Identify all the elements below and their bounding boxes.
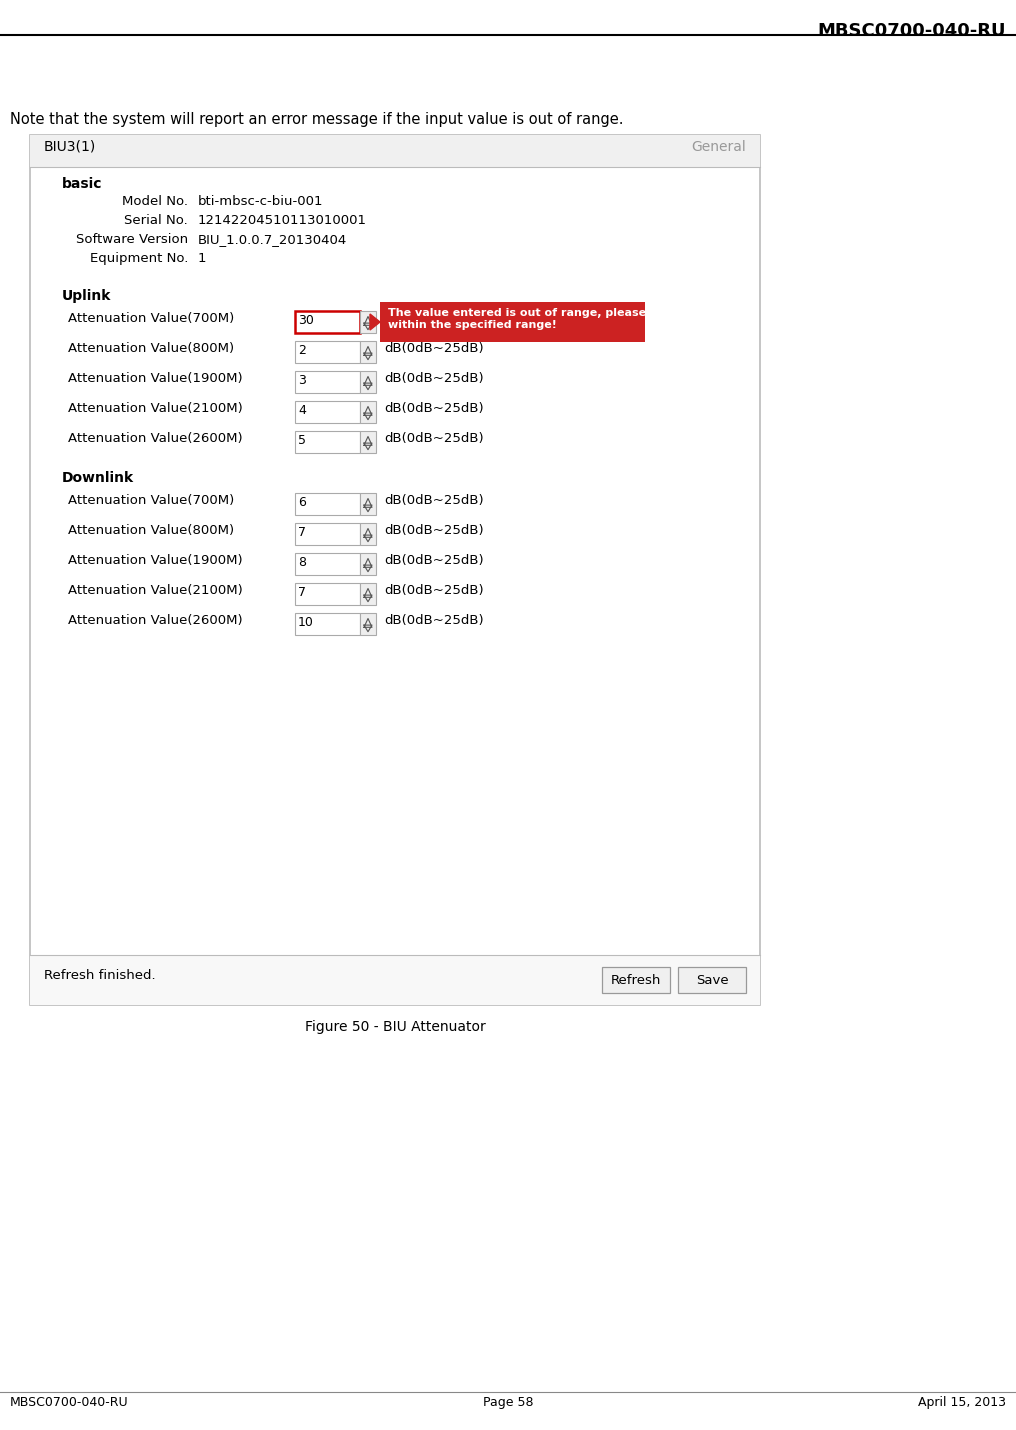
Bar xyxy=(360,340,376,363)
Text: dB(0dB~25dB): dB(0dB~25dB) xyxy=(384,613,484,626)
Bar xyxy=(295,493,360,515)
Text: 7: 7 xyxy=(298,586,306,599)
Text: Serial No.: Serial No. xyxy=(124,214,188,227)
Bar xyxy=(360,523,376,545)
Text: Refresh finished.: Refresh finished. xyxy=(44,970,155,982)
Text: basic: basic xyxy=(62,177,103,192)
Bar xyxy=(295,430,360,453)
Bar xyxy=(360,310,376,333)
Text: Refresh: Refresh xyxy=(611,974,661,987)
Text: 5: 5 xyxy=(298,433,306,448)
Text: 3: 3 xyxy=(298,375,306,388)
Text: Attenuation Value(2100M): Attenuation Value(2100M) xyxy=(68,583,243,596)
Bar xyxy=(295,340,360,363)
Text: Attenuation Value(2100M): Attenuation Value(2100M) xyxy=(68,402,243,415)
Text: Attenuation Value(2600M): Attenuation Value(2600M) xyxy=(68,432,243,445)
Text: Attenuation Value(800M): Attenuation Value(800M) xyxy=(68,342,234,355)
Text: dB(0dB~25dB): dB(0dB~25dB) xyxy=(384,523,484,538)
Bar xyxy=(30,134,760,167)
Text: dB(0dB~25dB): dB(0dB~25dB) xyxy=(384,583,484,596)
Text: 4: 4 xyxy=(298,405,306,418)
Bar xyxy=(360,583,376,605)
Text: MBSC0700-040-RU: MBSC0700-040-RU xyxy=(10,1396,129,1409)
Bar xyxy=(295,310,360,333)
Text: dB(0dB~25dB): dB(0dB~25dB) xyxy=(384,493,484,508)
Text: dB(0dB~25dB): dB(0dB~25dB) xyxy=(384,342,484,355)
Text: Attenuation Value(700M): Attenuation Value(700M) xyxy=(68,493,235,508)
Text: Uplink: Uplink xyxy=(62,289,112,303)
Text: dB(0dB~25dB): dB(0dB~25dB) xyxy=(384,432,484,445)
Bar xyxy=(360,493,376,515)
Bar xyxy=(295,553,360,575)
Bar xyxy=(295,523,360,545)
Bar xyxy=(360,553,376,575)
Text: dB(0dB~25dB): dB(0dB~25dB) xyxy=(384,372,484,385)
Text: Attenuation Value(1900M): Attenuation Value(1900M) xyxy=(68,372,243,385)
Polygon shape xyxy=(370,315,380,330)
Text: Save: Save xyxy=(696,974,728,987)
Bar xyxy=(360,430,376,453)
Text: 1: 1 xyxy=(198,252,206,265)
Bar xyxy=(602,967,670,992)
Text: Model No.: Model No. xyxy=(122,194,188,207)
Text: BIU3(1): BIU3(1) xyxy=(44,140,97,154)
Text: Note that the system will report an error message if the input value is out of r: Note that the system will report an erro… xyxy=(10,112,624,127)
Text: The value entered is out of range, please enter a value
within the specified ran: The value entered is out of range, pleas… xyxy=(388,307,733,329)
Text: Page 58: Page 58 xyxy=(483,1396,533,1409)
Text: dB(0dB~25dB): dB(0dB~25dB) xyxy=(384,553,484,568)
Text: 7: 7 xyxy=(298,526,306,539)
Text: Attenuation Value(800M): Attenuation Value(800M) xyxy=(68,523,234,538)
Text: 2: 2 xyxy=(298,345,306,358)
Bar xyxy=(380,302,645,342)
Text: MBSC0700-040-RU: MBSC0700-040-RU xyxy=(818,21,1006,40)
Bar xyxy=(295,583,360,605)
Text: General: General xyxy=(691,140,746,154)
Text: Equipment No.: Equipment No. xyxy=(89,252,188,265)
Text: 8: 8 xyxy=(298,556,306,569)
Bar xyxy=(360,613,376,635)
Bar xyxy=(360,370,376,393)
Bar xyxy=(360,400,376,423)
Bar xyxy=(295,400,360,423)
Text: April 15, 2013: April 15, 2013 xyxy=(918,1396,1006,1409)
Bar xyxy=(30,955,760,1005)
Text: 10: 10 xyxy=(298,616,314,629)
Bar xyxy=(295,370,360,393)
Text: Attenuation Value(700M): Attenuation Value(700M) xyxy=(68,312,235,325)
Text: Downlink: Downlink xyxy=(62,470,134,485)
Text: Attenuation Value(2600M): Attenuation Value(2600M) xyxy=(68,613,243,626)
Bar xyxy=(678,967,746,992)
Text: Figure 50 - BIU Attenuator: Figure 50 - BIU Attenuator xyxy=(305,1020,486,1034)
Text: dB(0dB~25dB): dB(0dB~25dB) xyxy=(384,402,484,415)
Text: Software Version: Software Version xyxy=(76,233,188,246)
Text: 30: 30 xyxy=(298,315,314,327)
Text: bti-mbsc-c-biu-001: bti-mbsc-c-biu-001 xyxy=(198,194,323,207)
Bar xyxy=(295,613,360,635)
Text: Attenuation Value(1900M): Attenuation Value(1900M) xyxy=(68,553,243,568)
Text: BIU_1.0.0.7_20130404: BIU_1.0.0.7_20130404 xyxy=(198,233,347,246)
Bar xyxy=(30,134,760,1005)
Text: 12142204510113010001: 12142204510113010001 xyxy=(198,214,367,227)
Text: 6: 6 xyxy=(298,496,306,509)
